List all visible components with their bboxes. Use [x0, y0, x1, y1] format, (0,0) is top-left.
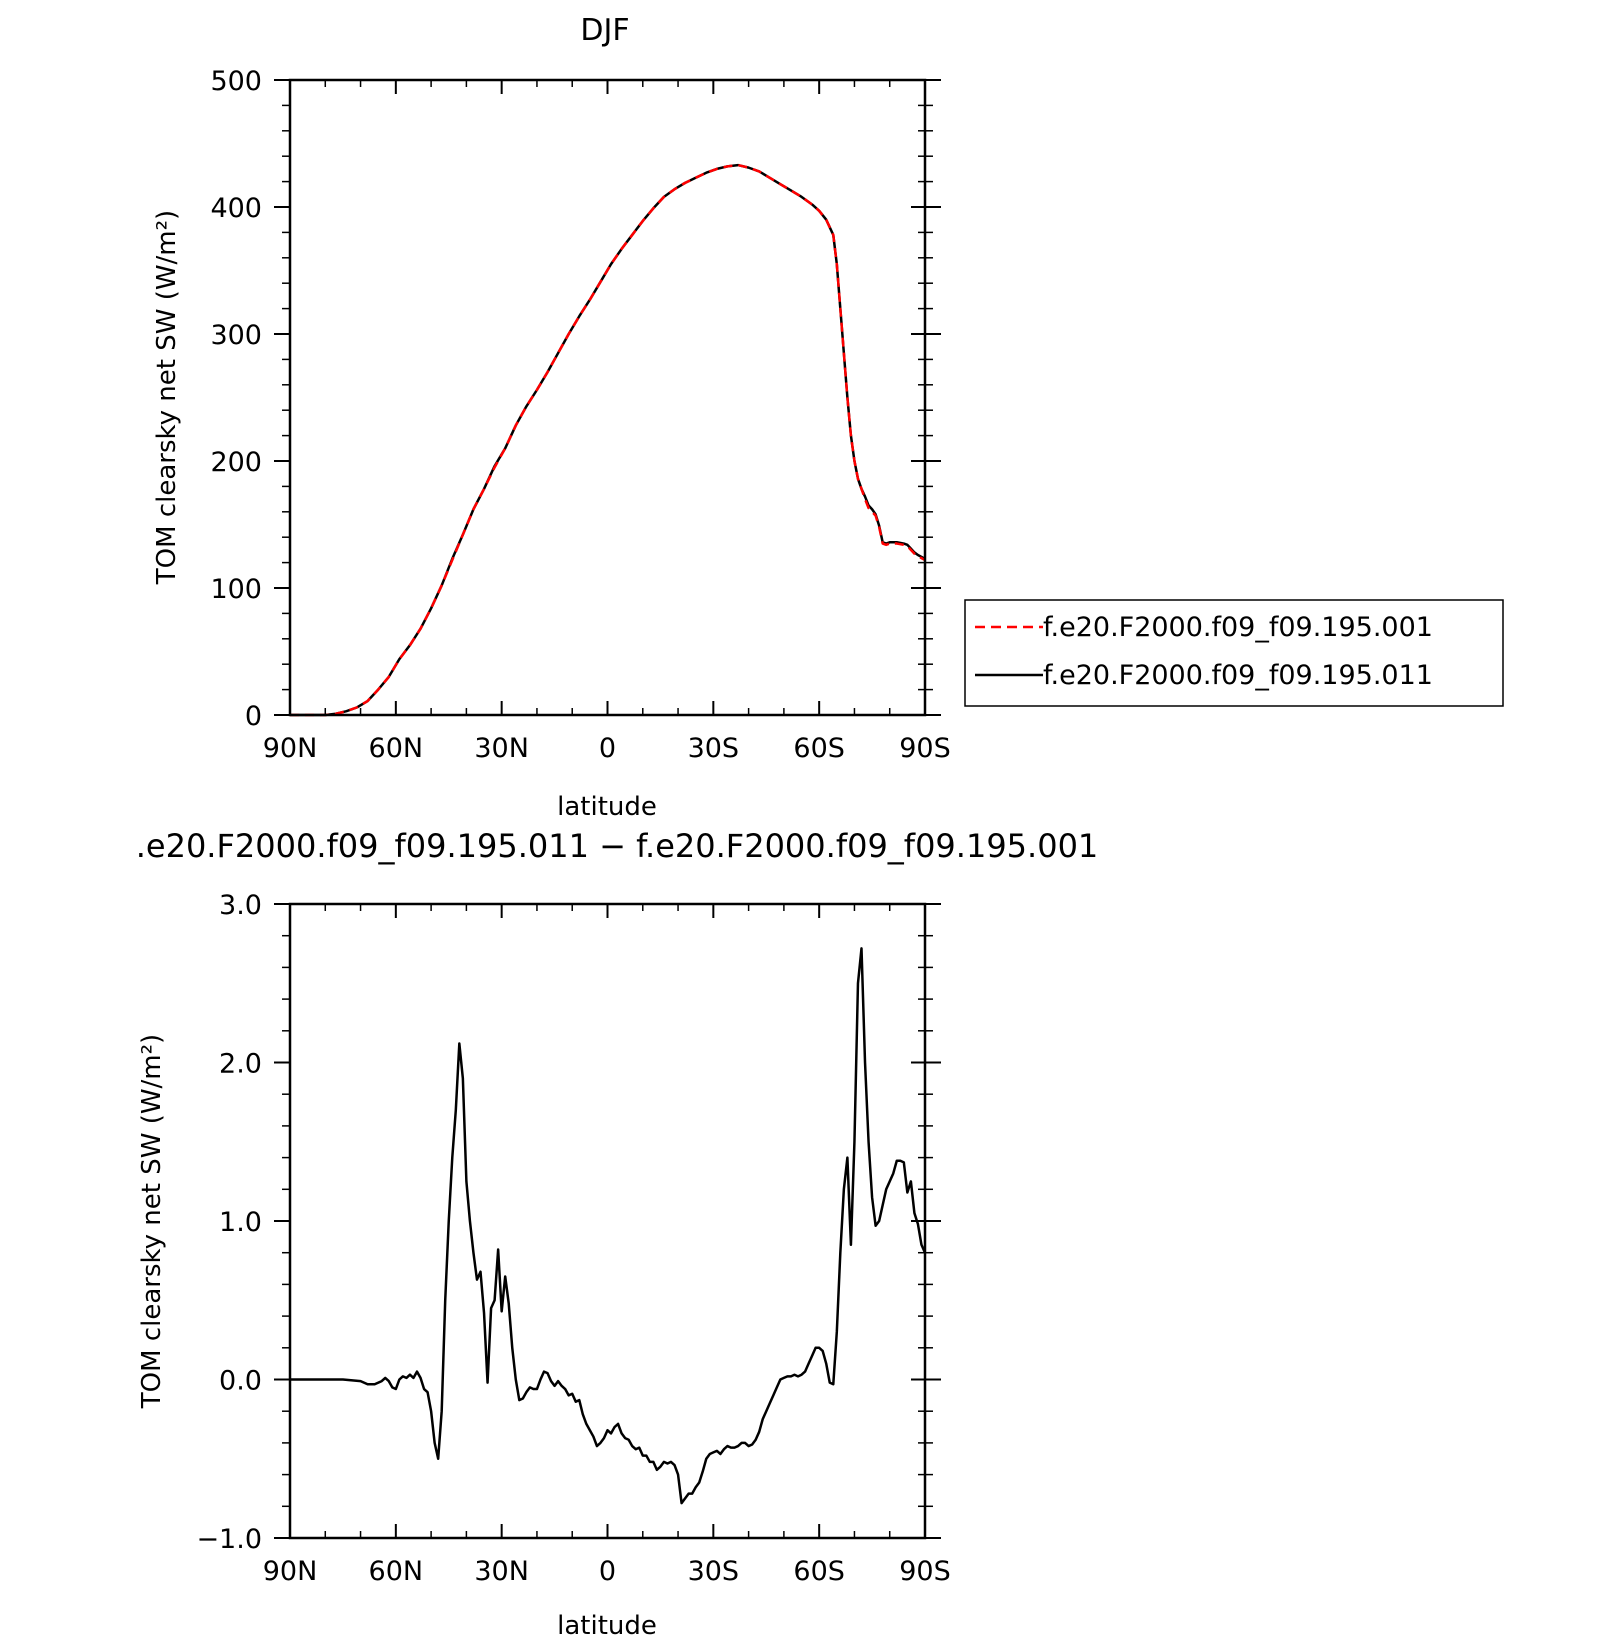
top-x-tick-label: 60N — [369, 733, 424, 764]
top-y-tick-label: 100 — [210, 574, 262, 605]
bottom-x-tick-label: 90S — [899, 1556, 951, 1587]
top-x-tick-label: 30S — [688, 733, 740, 764]
top-x-tick-label: 90N — [263, 733, 318, 764]
bottom-chart: .e20.F2000.f09_f09.195.011 − f.e20.F2000… — [136, 827, 1099, 1641]
top-plot-frame — [288, 78, 927, 717]
top-chart: DJF 90N 60N 30N 0 30S 60S 90S0100200300400500 … — [152, 13, 1504, 822]
top-chart-ticks: 90N 60N 30N 0 30S 60S 90S 0 100 200 300 400 500 — [210, 66, 950, 764]
bottom-series-line-1 — [290, 947, 927, 1505]
legend: f.e20.F2000.f09_f09.195.001 f.e20.F2000.… — [964, 599, 1504, 707]
bottom-y-tick-label: 1.0 — [219, 1207, 262, 1238]
bottom-x-tick-label: 0 — [599, 1556, 616, 1587]
legend-label-series-1: f.e20.F2000.f09_f09.195.001 — [1043, 612, 1433, 643]
bottom-y-tick-label: −1.0 — [196, 1524, 262, 1555]
top-chart-title: DJF — [580, 13, 629, 48]
bottom-chart-title: .e20.F2000.f09_f09.195.011 − f.e20.F2000… — [136, 827, 1099, 865]
top-y-tick-label: 200 — [210, 447, 262, 478]
bottom-y-axis-label: TOM clearsky net SW (W/m²) — [137, 1034, 167, 1409]
top-y-tick-label: 400 — [210, 193, 262, 224]
legend-label-series-2: f.e20.F2000.f09_f09.195.011 — [1043, 660, 1433, 691]
bottom-y-tick-label: 3.0 — [219, 890, 262, 921]
bottom-x-tick-label: 30N — [474, 1556, 529, 1587]
top-x-tick-label: 60S — [793, 733, 845, 764]
top-y-axis-label: TOM clearsky net SW (W/m²) — [152, 210, 182, 585]
top-x-tick-label: 90S — [899, 733, 951, 764]
top-y-tick-label: 300 — [210, 320, 262, 351]
top-x-tick-label: 0 — [599, 733, 616, 764]
bottom-chart-ticks: 90N 60N 30N 0 30S 60S 90S −1.0 0.0 1.0 2.0 3.0 — [196, 890, 950, 1587]
top-y-tick-label: 500 — [210, 66, 262, 97]
top-x-axis-label: latitude — [557, 792, 657, 822]
bottom-x-axis-label: latitude — [557, 1611, 657, 1641]
top-x-tick-label: 30N — [474, 733, 529, 764]
top-series-line-1 — [290, 163, 926, 717]
bottom-x-tick-label: 60S — [793, 1556, 845, 1587]
bottom-chart-lines — [290, 947, 927, 1505]
bottom-plot-frame — [288, 902, 927, 1540]
top-y-tick-label: 0 — [245, 701, 262, 732]
legend-box — [964, 599, 1504, 707]
top-chart-lines — [290, 163, 926, 717]
bottom-x-tick-label: 60N — [369, 1556, 424, 1587]
bottom-x-tick-label: 90N — [263, 1556, 318, 1587]
bottom-y-tick-label: 2.0 — [219, 1049, 262, 1080]
bottom-x-tick-label: 30S — [688, 1556, 740, 1587]
top-series-line-2 — [290, 163, 926, 717]
bottom-y-tick-label: 0.0 — [219, 1366, 262, 1397]
